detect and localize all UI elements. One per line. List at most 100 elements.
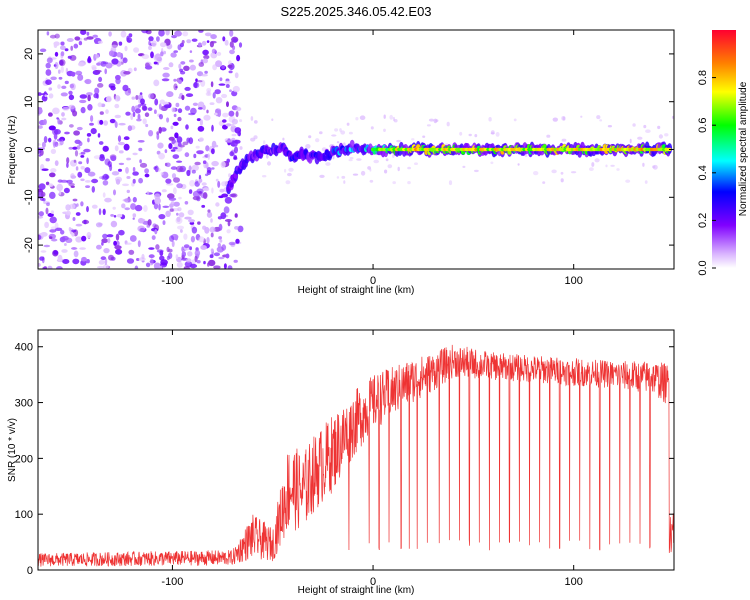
noise-blob xyxy=(126,176,131,179)
noise-blob xyxy=(150,51,154,59)
noise-blob xyxy=(235,106,242,112)
noise-blob xyxy=(105,62,113,69)
noise-blob xyxy=(57,138,62,142)
noise-blob xyxy=(562,116,566,121)
noise-blob xyxy=(113,215,117,218)
noise-blob xyxy=(51,238,58,242)
noise-blob xyxy=(173,187,177,195)
noise-blob xyxy=(38,125,43,129)
noise-blob xyxy=(87,57,92,64)
noise-blob xyxy=(215,60,223,68)
noise-blob xyxy=(48,183,54,187)
noise-blob xyxy=(488,117,492,122)
noise-blob xyxy=(490,161,494,165)
noise-blob xyxy=(110,155,117,162)
colorbar-tick-label: 0.6 xyxy=(697,118,709,133)
noise-blob xyxy=(66,162,69,168)
noise-blob xyxy=(228,60,232,66)
noise-blob xyxy=(234,139,241,144)
noise-blob xyxy=(223,263,227,269)
noise-blob xyxy=(250,116,254,121)
noise-blob xyxy=(389,114,394,120)
noise-blob xyxy=(49,216,57,224)
noise-blob xyxy=(68,227,72,232)
noise-blob xyxy=(202,58,208,64)
noise-blob xyxy=(144,65,153,70)
noise-blob xyxy=(222,36,226,42)
noise-blob xyxy=(60,230,65,235)
noise-blob xyxy=(201,40,207,46)
noise-blob xyxy=(50,226,57,230)
noise-blob xyxy=(39,48,47,53)
noise-blob xyxy=(225,123,232,127)
noise-blob xyxy=(108,50,115,57)
noise-blob xyxy=(166,255,170,261)
spectrogram-x-axis-title: Height of straight line (km) xyxy=(298,285,415,296)
noise-blob xyxy=(115,248,123,255)
noise-blob xyxy=(356,158,362,161)
noise-blob xyxy=(167,193,175,199)
noise-blob xyxy=(230,193,238,198)
noise-blob xyxy=(235,111,239,118)
noise-blob xyxy=(203,260,206,265)
noise-blob xyxy=(134,204,143,212)
noise-blob xyxy=(176,261,183,268)
noise-blob xyxy=(367,166,371,170)
noise-blob xyxy=(141,30,149,34)
noise-blob xyxy=(369,168,372,172)
noise-blob xyxy=(200,245,207,250)
noise-blob xyxy=(211,167,215,170)
noise-blob xyxy=(38,143,41,146)
noise-blob xyxy=(198,30,204,33)
noise-blob xyxy=(224,219,233,222)
noise-blob xyxy=(80,106,86,114)
noise-blob xyxy=(117,141,125,146)
noise-blob xyxy=(172,121,179,126)
noise-blob xyxy=(407,166,411,170)
noise-blob xyxy=(54,141,59,147)
noise-blob xyxy=(166,246,170,253)
noise-blob xyxy=(48,137,52,143)
noise-blob xyxy=(71,247,77,250)
noise-blob xyxy=(524,154,528,158)
noise-blob xyxy=(123,143,130,151)
noise-blob xyxy=(341,175,346,179)
noise-blob xyxy=(393,119,398,123)
chart-title: S225.2025.346.05.42.E03 xyxy=(280,4,431,19)
noise-blob xyxy=(139,159,142,164)
noise-blob xyxy=(182,31,189,37)
noise-blob xyxy=(207,209,211,213)
noise-blob xyxy=(202,104,206,111)
noise-blob xyxy=(69,124,74,128)
noise-blob xyxy=(156,133,160,140)
noise-blob xyxy=(45,158,50,162)
noise-blob xyxy=(170,125,174,130)
noise-blob xyxy=(97,83,104,88)
noise-blob xyxy=(176,183,183,189)
y-tick-label: 0 xyxy=(27,565,33,577)
noise-blob xyxy=(64,243,67,246)
noise-blob xyxy=(99,119,104,125)
noise-blob xyxy=(284,168,287,173)
noise-blob xyxy=(66,157,70,164)
noise-blob xyxy=(561,138,567,142)
noise-blob xyxy=(385,158,389,162)
noise-blob xyxy=(81,256,87,262)
noise-blob xyxy=(161,78,170,82)
noise-blob xyxy=(183,65,190,72)
noise-blob xyxy=(177,116,182,122)
noise-blob xyxy=(206,40,210,43)
noise-blob xyxy=(98,260,105,265)
noise-blob xyxy=(205,173,209,177)
colorbar-title: Normalized spectral amplitude xyxy=(738,81,749,216)
noise-blob xyxy=(132,167,136,172)
noise-blob xyxy=(116,52,122,58)
noise-blob xyxy=(110,220,118,228)
noise-blob xyxy=(160,42,167,48)
noise-blob xyxy=(128,33,133,38)
noise-blob xyxy=(158,103,162,110)
noise-blob xyxy=(171,240,175,247)
y-tick-label: 300 xyxy=(15,398,33,410)
noise-blob xyxy=(184,216,192,220)
noise-blob xyxy=(154,98,159,106)
